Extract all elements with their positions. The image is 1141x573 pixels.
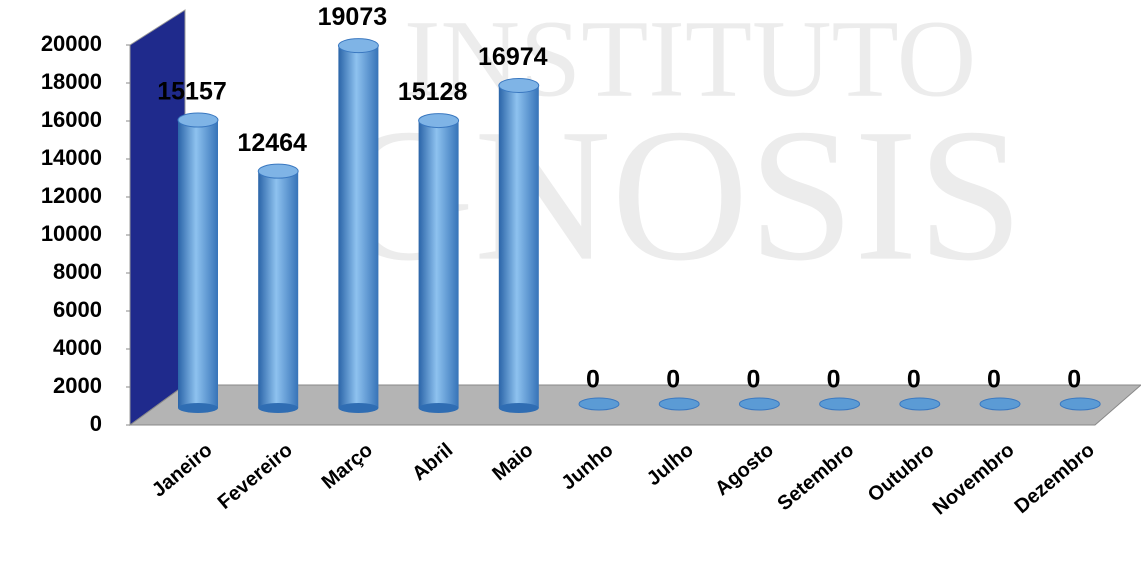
side-wall [129,9,186,426]
value-label: 15157 [157,78,227,106]
x-tick-label: Dezembro [1011,439,1099,518]
value-label: 0 [586,366,600,394]
x-tick-label: Outubro [864,439,939,507]
bar-base [498,403,539,413]
y-tick-label: 14000 [41,145,102,170]
y-tick-label: 4000 [53,335,102,360]
y-tick-label: 12000 [41,183,102,208]
x-tick-label: Fevereiro [214,439,297,514]
value-label: 15128 [398,78,468,106]
value-label: 12464 [237,129,307,157]
bar [658,397,700,411]
value-label: 0 [666,366,680,394]
value-label: 0 [746,366,760,394]
x-tick-label: Novembro [929,439,1019,519]
x-tick-label: Março [318,439,377,494]
bar-base [178,403,218,413]
bar-base [418,403,459,413]
bar [979,397,1021,411]
x-tick-label: Julho [643,439,698,490]
x-tick-label: Maio [488,439,537,485]
floor [128,384,1141,426]
bar-top [337,38,379,54]
y-tick-label: 18000 [41,69,102,94]
value-label: 0 [907,366,921,394]
bar [1059,397,1101,411]
bar-top [257,163,299,179]
bar [338,45,379,408]
bar [418,120,459,409]
bar [899,397,941,411]
value-label: 0 [827,366,841,394]
bar [578,397,620,411]
y-tick-label: 6000 [53,297,102,322]
bar-base [338,403,379,413]
x-tick-label: Setembro [773,439,858,515]
bar-top [418,113,460,129]
value-label: 19073 [318,3,388,31]
bar [738,397,780,411]
y-tick-label: 20000 [41,31,102,56]
x-tick-label: Junho [558,439,618,494]
value-label: 16974 [478,43,548,71]
y-tick-label: 0 [90,411,102,436]
bar-top [498,77,540,93]
value-label: 0 [987,366,1001,394]
bar [498,85,539,408]
bar [178,120,218,408]
y-tick-label: 16000 [41,107,102,132]
x-tick-label: Agosto [711,439,778,500]
bar [819,397,861,411]
bar-base [258,403,299,413]
y-tick-label: 10000 [41,221,102,246]
bar-top [177,112,219,128]
y-tick-label: 8000 [53,259,102,284]
y-tick-label: 2000 [53,373,102,398]
x-tick-label: Janeiro [148,439,217,502]
x-tick-label: Abril [408,439,457,485]
value-label: 0 [1067,366,1081,394]
bar [258,171,299,408]
